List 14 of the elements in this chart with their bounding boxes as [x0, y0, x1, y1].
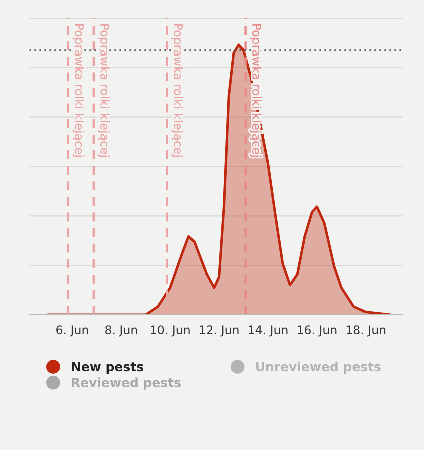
x-tick-label: 8. Jun: [106, 326, 138, 337]
ref-line-label: Poprawka rolki klejącej: [72, 24, 84, 157]
x-tick-label: 10. Jun: [151, 326, 190, 337]
legend-label: Unreviewed pests: [256, 362, 381, 374]
ref-line-label: Poprawka rolki klejącej: [172, 24, 184, 157]
x-tick-label: 16. Jun: [298, 326, 337, 337]
x-tick-label: 12. Jun: [200, 326, 239, 337]
ref-line-label: Poprawka rolki klejącej: [98, 24, 110, 157]
x-tick-label: 6. Jun: [56, 326, 88, 337]
x-tick-label: 18. Jun: [346, 326, 386, 337]
ref-line-label: Poprawka rolki klejącej: [250, 24, 262, 157]
legend-label: New pests: [72, 362, 144, 374]
x-tick-label: 14. Jun: [249, 326, 288, 337]
legend-label: Reviewed pests: [72, 378, 181, 390]
